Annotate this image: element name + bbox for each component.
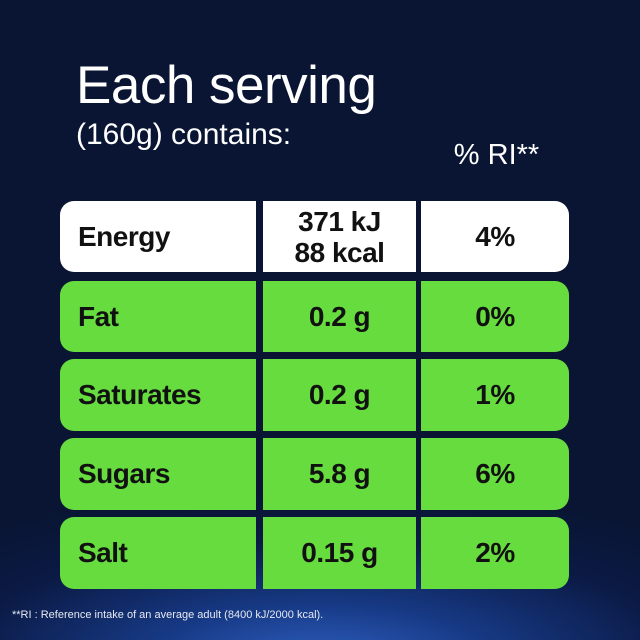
nutrient-name-salt: Salt [60,517,256,589]
nutrient-amount-energy: 371 kJ 88 kcal [263,201,416,272]
nutrient-amount-salt: 0.15 g [263,517,416,589]
energy-kj-value: 371 kJ [298,205,381,237]
nutrient-name-saturates: Saturates [60,359,256,431]
nutrient-amount-sugars: 5.8 g [263,438,416,510]
nutrient-name-sugars: Sugars [60,438,256,510]
nutrient-amount-saturates: 0.2 g [263,359,416,431]
nutrient-name-fat: Fat [60,281,256,352]
ri-column-header: % RI** [453,139,540,171]
nutrient-ri-sugars: 6% [421,438,569,510]
serving-size-subheading: (160g) contains: [76,118,292,151]
energy-kcal-value: 88 kcal [294,236,385,268]
nutrient-ri-saturates: 1% [421,359,569,431]
nutrient-ri-salt: 2% [421,517,569,589]
nutrient-ri-energy: 4% [421,201,569,272]
nutrient-name-energy: Energy [60,201,256,272]
nutrient-amount-fat: 0.2 g [263,281,416,352]
serving-heading: Each serving [76,56,377,115]
nutrient-ri-fat: 0% [421,281,569,352]
reference-intake-footnote: **RI : Reference intake of an average ad… [12,609,324,621]
